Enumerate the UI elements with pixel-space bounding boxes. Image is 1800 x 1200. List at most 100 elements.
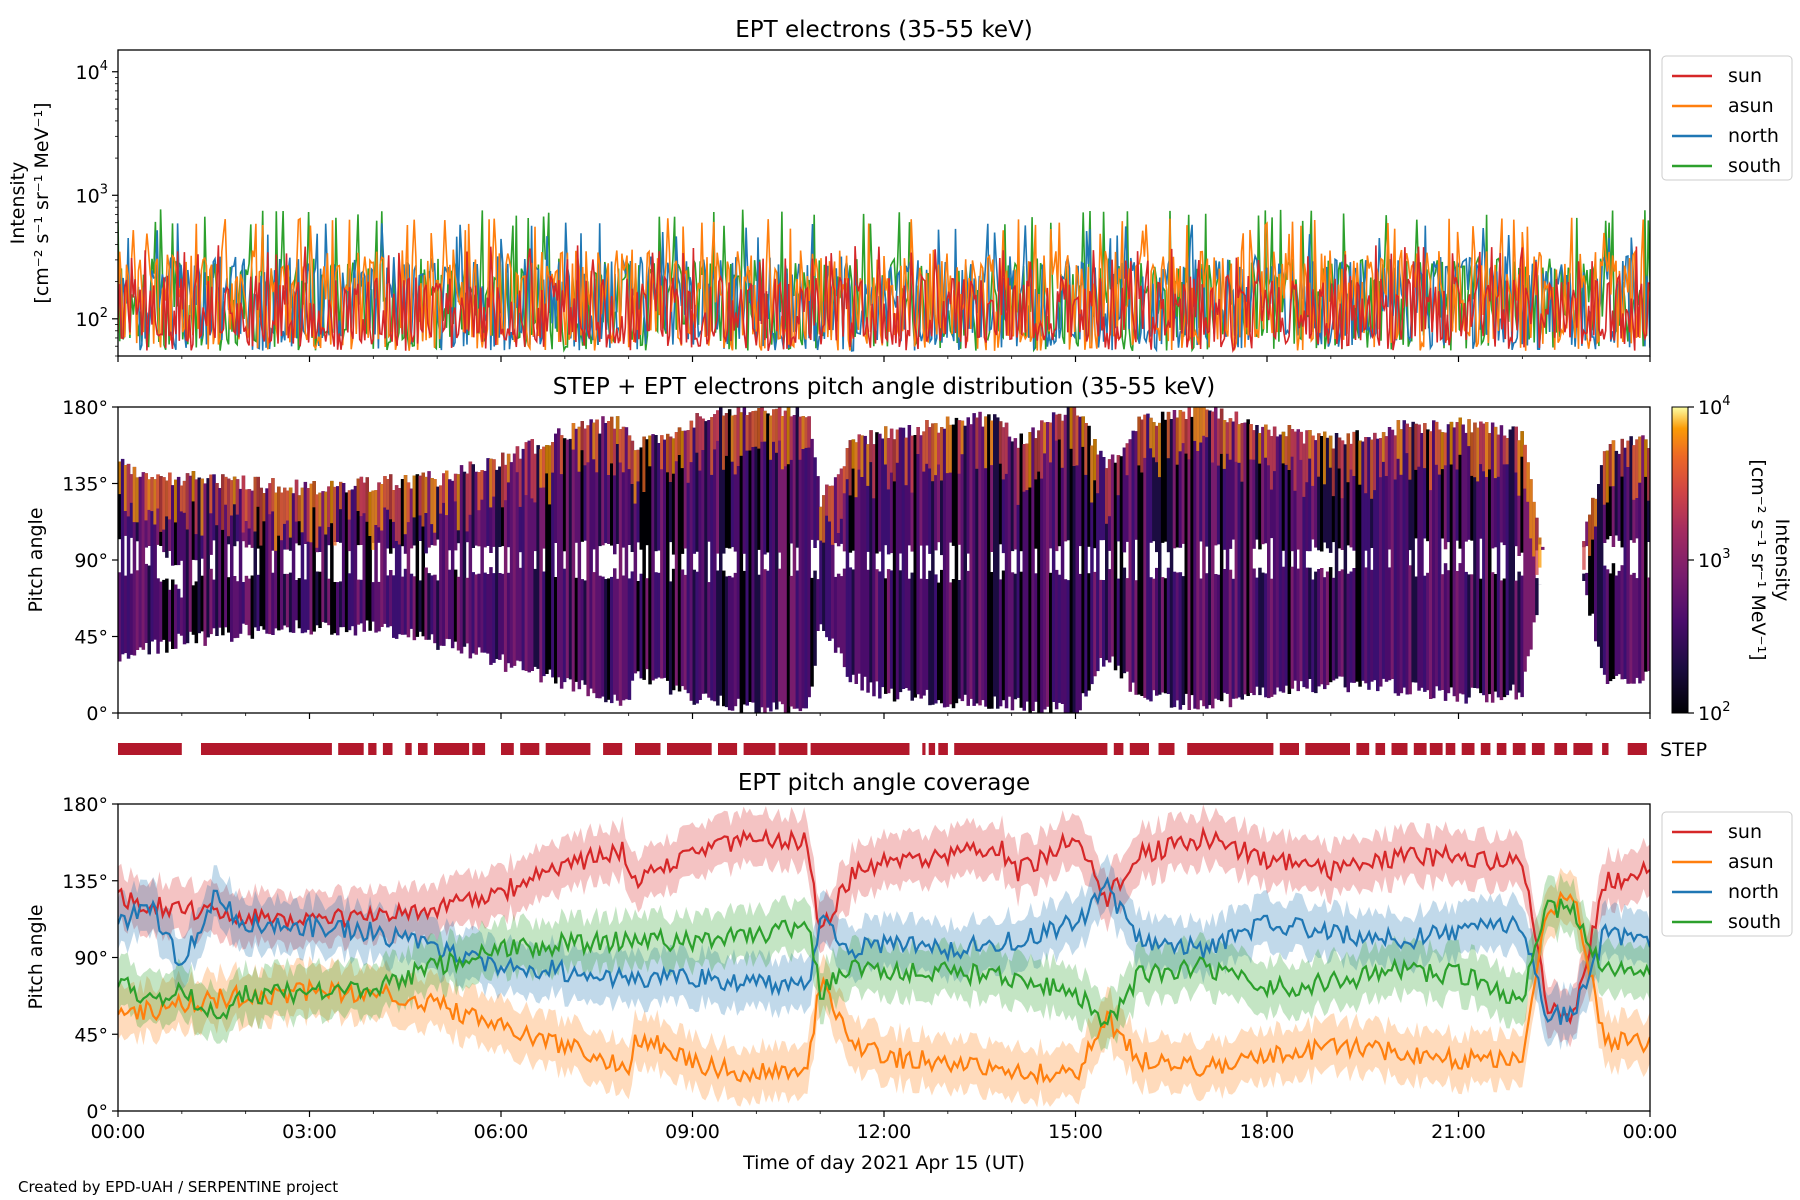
heatmap-cell [1538,537,1542,568]
heatmap-cell [1158,422,1162,478]
heatmap-cell [1605,569,1610,684]
heatmap-cell [1464,432,1468,542]
heatmap-cell [1635,578,1639,678]
heatmap-cell [1470,432,1474,476]
heatmap-cell [318,492,322,527]
coverage-lines-group [118,825,1650,1086]
heatmap-cell [1269,436,1274,490]
heatmap-cell [1078,573,1082,711]
heatmap-cell [1517,440,1521,496]
heatmap-cell [1284,436,1289,465]
heatmap-cell [1638,436,1642,483]
heatmap-cell [147,479,151,510]
heatmap-cell [1090,445,1094,503]
heatmap-cell [300,487,305,533]
heatmap-cell [998,421,1003,545]
heatmap-cell [1267,429,1271,466]
heatmap-cell [1408,427,1412,480]
heatmap-cell [842,568,847,668]
heatmap-cell [895,429,900,700]
heatmap-cell [1305,430,1309,483]
step-segment [718,743,738,755]
heatmap-cell [1608,444,1613,487]
heatmap-cell [1387,567,1392,681]
heatmap-cell [1057,413,1062,440]
heatmap-cell [126,463,131,517]
step-segment [501,743,514,755]
heatmap-cell [592,422,596,550]
step-segment [1391,743,1408,755]
heatmap-cell [645,439,649,546]
heatmap-cell [1049,422,1053,549]
heatmap-cell [368,491,372,631]
heatmap-cell [822,495,826,631]
colorbar-label-line1: Intensity [1771,519,1793,602]
heatmap-cell [869,430,873,683]
heatmap-cell [916,427,920,454]
heatmap-cell [657,572,661,678]
heatmap-cell [123,465,128,511]
heatmap-cell [350,489,355,627]
heatmap-cell [1434,421,1439,465]
heatmap-cell [1281,431,1286,464]
heatmap-cell [412,475,417,518]
heatmap-cell [1373,432,1377,681]
heatmap-cell [1629,574,1633,684]
heatmap-cell [937,432,941,465]
heatmap-cell [1222,569,1227,693]
heatmap-cell [845,448,850,677]
heatmap-cell [934,423,938,476]
heatmap-cell [235,479,240,515]
heatmap-cell [1125,578,1130,672]
heatmap-cell [559,435,564,689]
heatmap-cell [303,579,308,633]
heatmap-cell [1482,423,1486,696]
series-sun-line [118,245,1650,353]
heatmap-cell [1007,436,1012,697]
heatmap-cell [271,572,275,635]
heatmap-cell [318,571,322,628]
legend-box [1661,55,1793,181]
heatmap-cell [1158,422,1162,695]
heatmap-cell [798,416,803,712]
heatmap-cell [303,481,308,544]
step-segment [405,743,412,755]
heatmap-cell [639,447,643,550]
heatmap-cell [1502,578,1507,698]
heatmap-cell [1508,429,1513,691]
heatmap-cell [957,580,962,699]
heatmap-cell [551,442,555,678]
heatmap-cell [397,488,402,545]
heatmap-cell [406,482,411,638]
heatmap-cell [766,570,770,708]
step-label: STEP [1660,739,1707,761]
heatmap-cell [1455,571,1460,702]
heatmap-cell [1240,423,1244,482]
heatmap-cell [1290,429,1295,457]
heatmap-cell [1493,426,1498,479]
heatmap-cell [256,476,260,507]
heatmap-cell [165,578,169,653]
heatmap-cell [789,416,794,460]
heatmap-cell [680,569,685,687]
heatmap-cell [179,485,184,512]
heatmap-cell [671,438,676,474]
heatmap-cell [1381,432,1386,462]
heatmap-cell [613,428,617,555]
y-tick-label: 90° [74,948,108,970]
heatmap-cell [1278,434,1283,692]
heatmap-cell [159,581,163,642]
heatmap-cell [571,423,576,692]
heatmap-cell [1408,427,1412,551]
heatmap-cell [1455,422,1460,541]
heatmap-cell [910,572,914,701]
heatmap-cell [857,434,861,674]
heatmap-cell [280,492,284,630]
heatmap-cell [819,506,823,541]
intensity-series-group [118,209,1650,353]
x-tick-label: 12:00 [857,1121,912,1143]
heatmap-cell [1320,436,1324,552]
heatmap-cell [610,416,614,464]
heatmap-cell [362,482,366,632]
heatmap-cell [162,477,166,530]
